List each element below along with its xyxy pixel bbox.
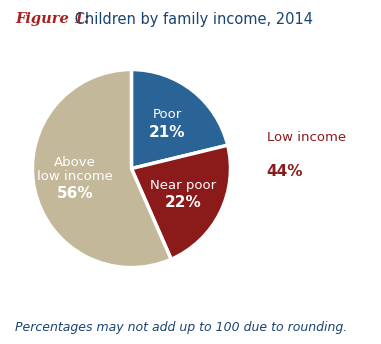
- Wedge shape: [32, 69, 171, 268]
- Text: low income: low income: [37, 170, 113, 183]
- Text: Low income: Low income: [267, 131, 346, 144]
- Text: Above: Above: [54, 156, 96, 169]
- Text: 22%: 22%: [165, 195, 201, 211]
- Text: 56%: 56%: [57, 186, 93, 201]
- Text: Percentages may not add up to 100 due to rounding.: Percentages may not add up to 100 due to…: [15, 321, 347, 334]
- Text: Children by family income, 2014: Children by family income, 2014: [70, 12, 314, 27]
- Text: Figure 1:: Figure 1:: [15, 12, 90, 26]
- Text: Near poor: Near poor: [150, 179, 216, 192]
- Wedge shape: [131, 145, 231, 259]
- Text: 21%: 21%: [149, 125, 185, 140]
- Wedge shape: [131, 69, 228, 169]
- Text: 44%: 44%: [267, 164, 303, 180]
- Text: Poor: Poor: [152, 108, 182, 121]
